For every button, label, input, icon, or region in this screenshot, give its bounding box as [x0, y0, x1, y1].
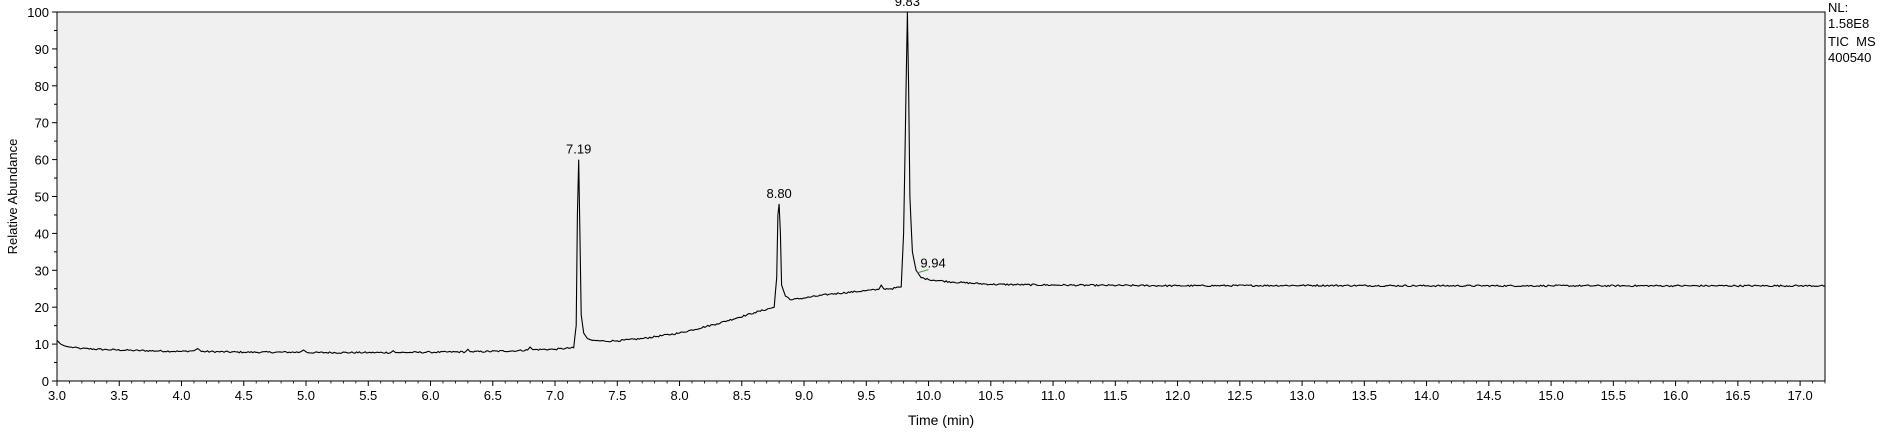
y-tick-label: 60 [35, 153, 49, 168]
x-tick-label: 4.5 [235, 388, 253, 403]
y-tick-label: 40 [35, 226, 49, 241]
y-tick-label: 20 [35, 300, 49, 315]
x-tick-label: 10.5 [978, 388, 1003, 403]
y-tick-label: 30 [35, 263, 49, 278]
x-tick-label: 14.5 [1476, 388, 1501, 403]
x-tick-label: 11.0 [1041, 388, 1065, 403]
x-tick-label: 8.0 [670, 388, 688, 403]
nl-value: 1.58E8 [1828, 16, 1870, 31]
y-tick-label: 90 [35, 42, 49, 57]
x-tick-label: 17.0 [1787, 388, 1812, 403]
x-tick-label: 14.0 [1414, 388, 1439, 403]
y-tick-label: 50 [35, 190, 49, 205]
x-tick-label: 13.0 [1289, 388, 1314, 403]
y-tick-label: 10 [35, 337, 49, 352]
x-tick-label: 3.0 [48, 388, 66, 403]
y-tick-label: 100 [27, 5, 49, 20]
x-tick-label: 10.0 [916, 388, 941, 403]
peak-label: 9.83 [895, 0, 920, 9]
x-tick-label: 11.5 [1103, 388, 1127, 403]
x-tick-label: 12.5 [1227, 388, 1252, 403]
y-axis-label: Relative Abundance [5, 139, 20, 255]
x-tick-label: 7.5 [608, 388, 626, 403]
plot-area [56, 11, 1826, 382]
x-tick-label: 6.0 [421, 388, 439, 403]
x-tick-label: 16.0 [1663, 388, 1688, 403]
y-tick-label: 70 [35, 116, 49, 131]
x-tick-label: 12.0 [1165, 388, 1190, 403]
x-tick-label: 5.0 [297, 388, 315, 403]
x-tick-label: 13.5 [1352, 388, 1377, 403]
x-tick-label: 3.5 [110, 388, 128, 403]
peak-annotations: 7.19 8.80 9.83 9.94 [566, 0, 946, 274]
x-tick-label: 9.5 [857, 388, 875, 403]
x-axis-label: Time (min) [908, 412, 974, 428]
nl-label: NL: [1828, 0, 1849, 15]
y-axis: 0 10 20 30 40 50 60 70 80 90 100 [27, 5, 57, 389]
peak-label: 9.94 [920, 255, 945, 270]
x-tick-label: 5.5 [359, 388, 377, 403]
x-tick-label: 8.5 [733, 388, 751, 403]
peak-marker [917, 269, 929, 274]
x-axis: 3.0 3.5 4.0 4.5 5.0 5.5 6.0 6.5 7.0 7.5 8.0 8.5 9.0 9… [48, 381, 1826, 403]
peak-label: 8.80 [766, 186, 791, 201]
x-tick-label: 15.5 [1601, 388, 1626, 403]
x-tick-label: 16.5 [1725, 388, 1750, 403]
x-tick-label: 7.0 [546, 388, 564, 403]
x-tick-label: 15.0 [1538, 388, 1563, 403]
scan-type-label: TIC MS [1828, 34, 1876, 49]
x-tick-label: 4.0 [172, 388, 190, 403]
peak-label: 7.19 [566, 142, 591, 157]
y-tick-label: 0 [42, 374, 49, 389]
tic-trace [56, 11, 1826, 355]
scan-id-label: 400540 [1828, 50, 1872, 65]
x-tick-label: 9.0 [795, 388, 813, 403]
y-tick-label: 80 [35, 79, 49, 94]
x-tick-label: 6.5 [484, 388, 502, 403]
